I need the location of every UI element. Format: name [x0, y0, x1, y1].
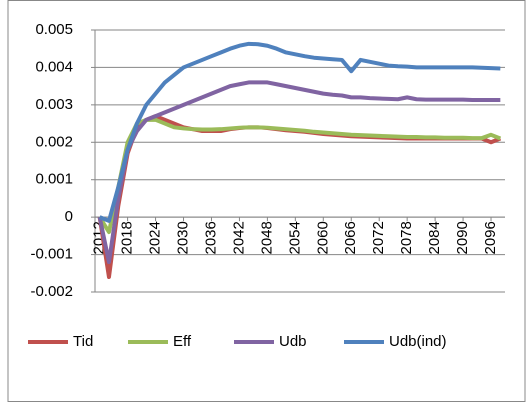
x-tick-label: 2060 — [314, 221, 331, 254]
x-tick-label: 2090 — [454, 221, 471, 254]
x-tick-label: 2096 — [482, 221, 499, 254]
series-line — [98, 41, 501, 223]
x-tick-label: 2024 — [147, 221, 164, 254]
y-tick-label: 0.003 — [35, 96, 73, 113]
legend-label: Udb(ind) — [389, 333, 447, 350]
y-tick-label: 0.004 — [35, 58, 73, 75]
y-tick-label: 0.005 — [35, 21, 73, 38]
x-tick-label: 2036 — [202, 221, 219, 254]
y-tick-label: 0.002 — [35, 133, 73, 150]
x-tick-label: 2054 — [286, 221, 303, 254]
x-tick-label: 2030 — [174, 221, 191, 254]
series-line — [97, 117, 502, 235]
legend-label: Tid — [73, 333, 93, 350]
y-tick-label: 0 — [65, 208, 73, 225]
legend-label: Udb — [279, 333, 307, 350]
x-tick-label: 2078 — [398, 221, 415, 254]
legend-label: Eff — [173, 333, 192, 350]
y-tick-label: -0.002 — [30, 283, 73, 300]
x-tick-label: 2042 — [230, 221, 247, 254]
x-tick-label: 2066 — [342, 221, 359, 254]
x-tick-label: 2084 — [426, 221, 443, 254]
series-line — [97, 80, 501, 265]
x-tick-label: 2072 — [370, 221, 387, 254]
x-tick-label: 2018 — [119, 221, 136, 254]
y-tick-label: 0.001 — [35, 171, 73, 188]
x-tick-label: 2048 — [258, 221, 275, 254]
chart-border — [7, 0, 526, 402]
y-tick-label: -0.001 — [30, 246, 73, 263]
